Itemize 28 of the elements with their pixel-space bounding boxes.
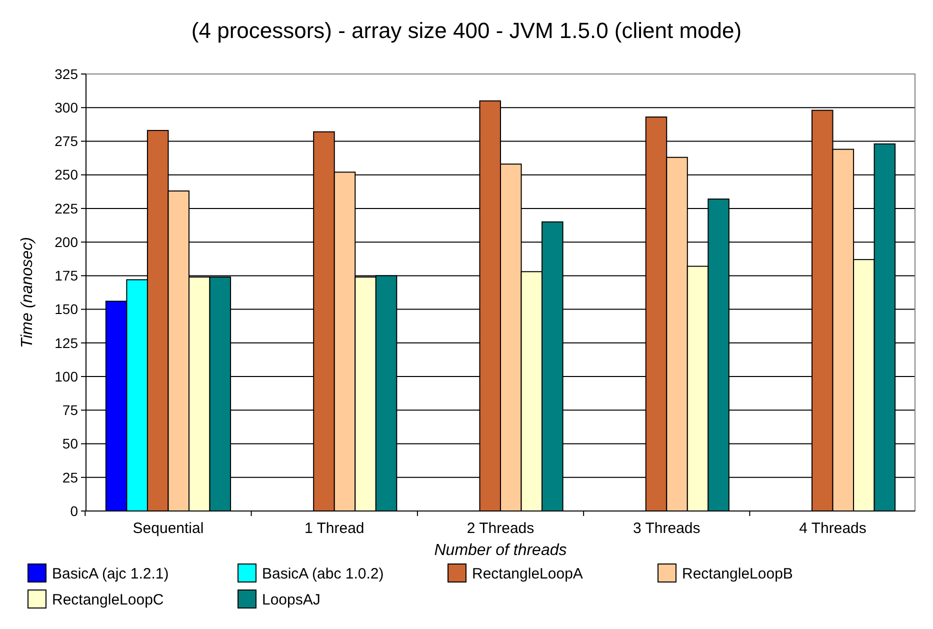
- y-tick-label: 125: [54, 334, 78, 351]
- y-tick-label: 100: [54, 368, 78, 384]
- y-axis-title: Time (nanosec): [19, 236, 36, 348]
- y-tick-label: 0: [70, 502, 78, 519]
- x-tick-label: 3 Threads: [633, 520, 700, 537]
- x-axis-title: Number of threads: [434, 542, 567, 559]
- legend-label: RectangleLoopB: [682, 565, 793, 582]
- legend-label: BasicA (abc 1.0.2): [262, 565, 384, 582]
- y-tick-label: 200: [54, 234, 78, 250]
- x-tick-label: 2 Threads: [466, 520, 534, 537]
- y-tick-label: 275: [54, 133, 78, 150]
- y-tick-label: 300: [54, 100, 78, 116]
- x-tick-label: 1 Thread: [304, 520, 364, 537]
- legend-label: LoopsAJ: [262, 591, 320, 608]
- x-tick-label: 4 Threads: [799, 520, 866, 537]
- x-tick-label: Sequential: [132, 520, 204, 537]
- legend-label: BasicA (ajc 1.2.1): [52, 565, 169, 582]
- y-tick-label: 225: [54, 200, 78, 216]
- y-tick-label: 25: [62, 469, 78, 486]
- y-tick-label: 75: [62, 402, 78, 418]
- y-tick-label: 50: [62, 436, 78, 452]
- y-tick-label: 325: [54, 66, 78, 82]
- y-tick-label: 175: [54, 268, 78, 284]
- legend-label: RectangleLoopA: [472, 565, 583, 582]
- chart-title: (4 processors) - array size 400 - JVM 1.5.0 (client mode): [191, 18, 742, 43]
- y-tick-label: 150: [54, 301, 78, 318]
- legend-label: RectangleLoopC: [52, 591, 164, 608]
- y-tick-label: 250: [54, 166, 78, 183]
